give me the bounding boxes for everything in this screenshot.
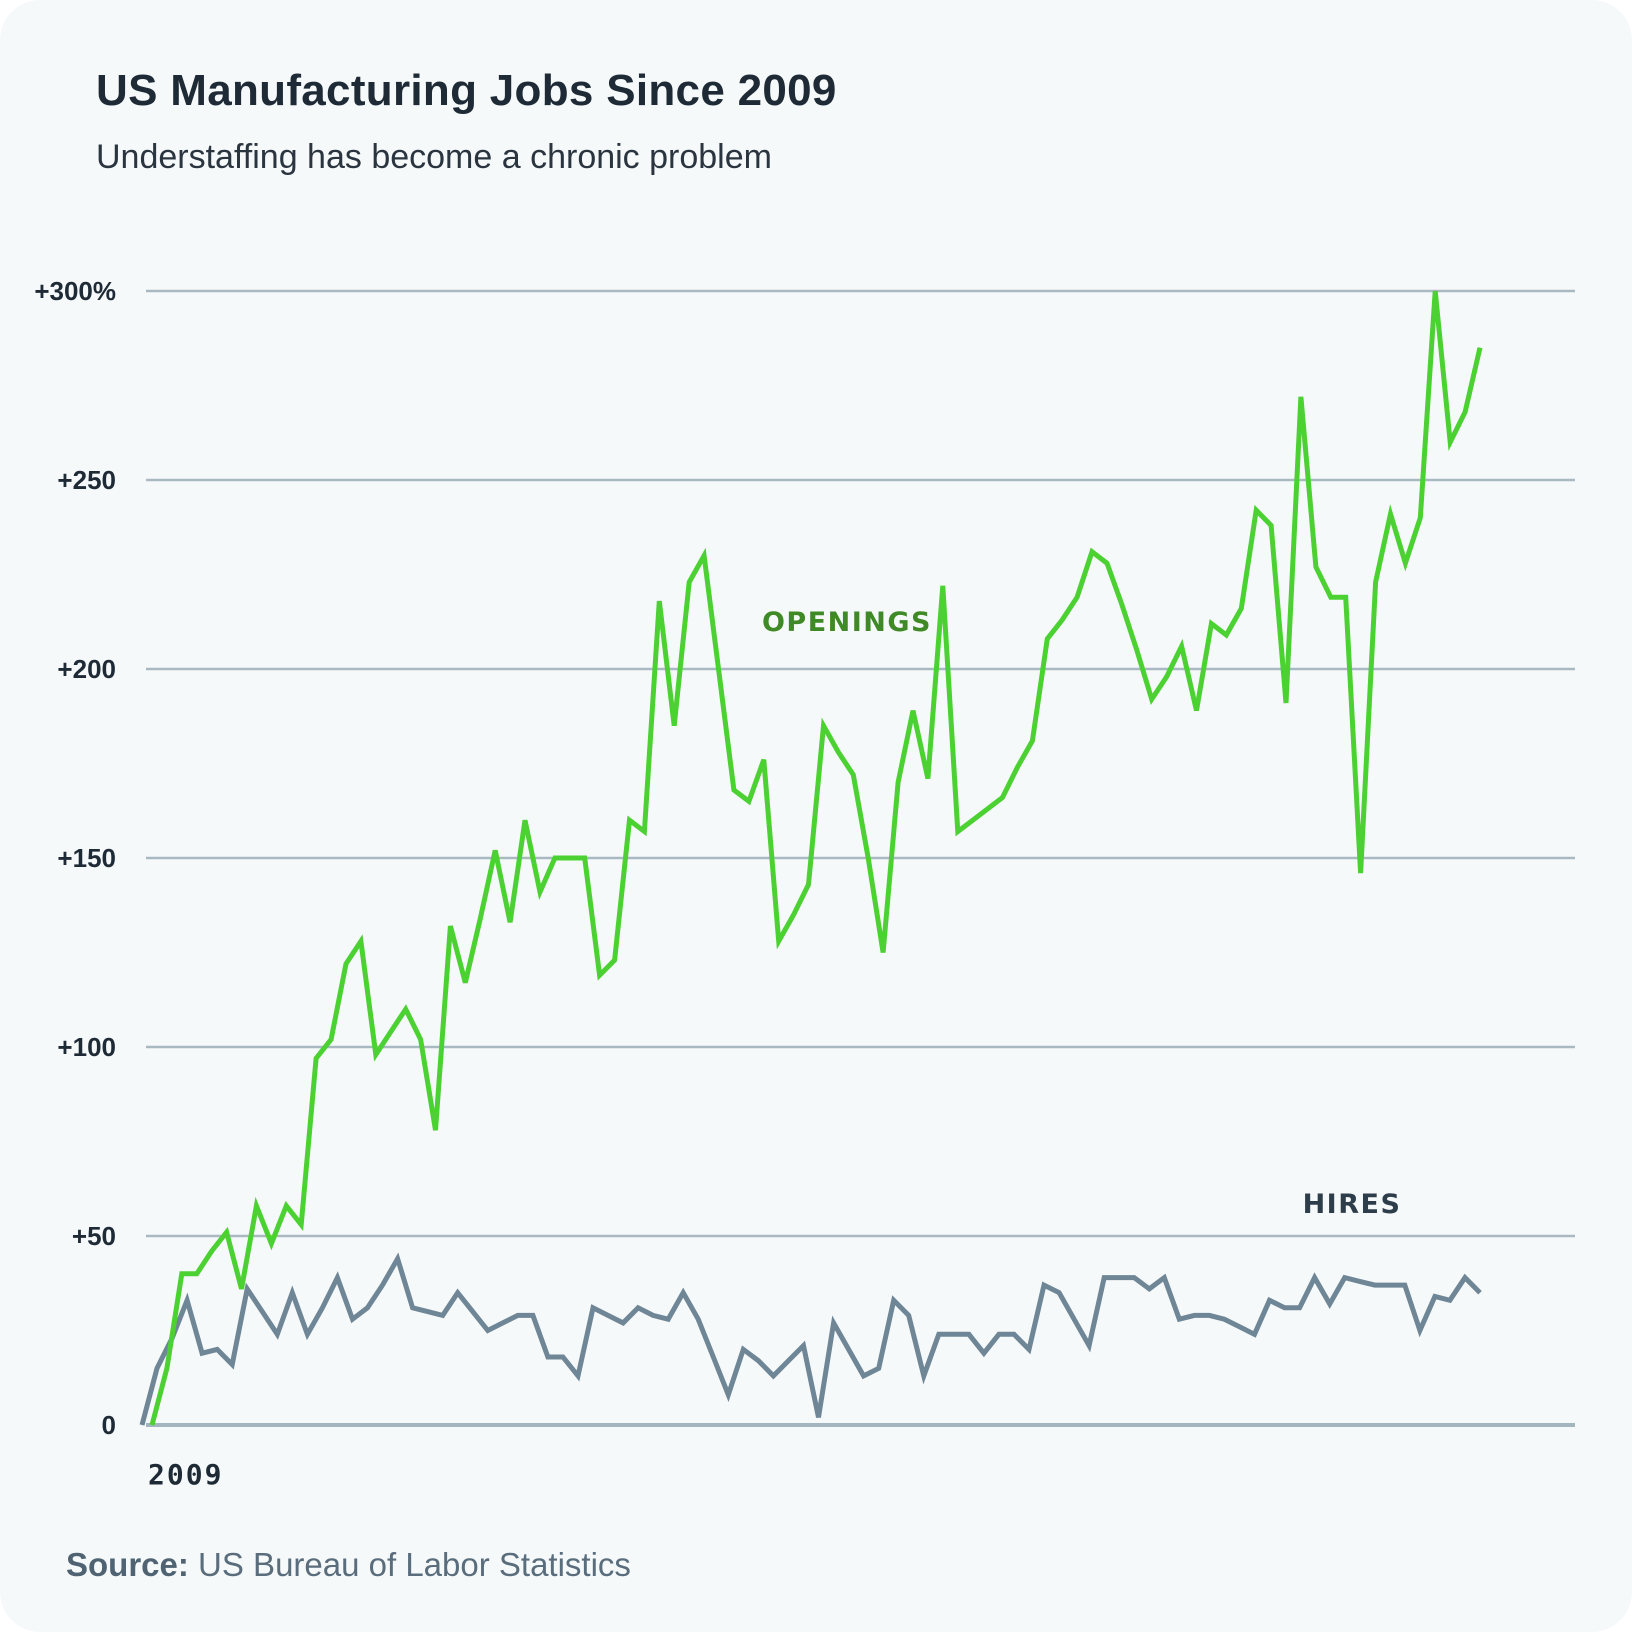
y-tick-label: +50 — [72, 1221, 116, 1251]
series-lines — [139, 290, 1483, 1426]
grid-lines — [146, 289, 1575, 1427]
y-tick-label: +100 — [57, 1032, 116, 1062]
series-label-hires: HIRES — [1303, 1189, 1402, 1220]
y-tick-label: +150 — [57, 843, 116, 873]
series-labels: OPENINGS HIRES — [762, 607, 1402, 1220]
y-axis-tick-labels: 0 +50 +100 +150 +200 +250 +300% — [34, 276, 116, 1440]
chart-title: US Manufacturing Jobs Since 2009 — [96, 66, 837, 115]
source-note: Source: US Bureau of Labor Statistics — [66, 1546, 631, 1584]
y-tick-label: +250 — [57, 465, 116, 495]
x-tick-label: 2009 — [148, 1458, 223, 1491]
series-line-openings — [149, 290, 1483, 1426]
source-label: Source: — [66, 1546, 189, 1583]
source-text: US Bureau of Labor Statistics — [188, 1546, 631, 1583]
y-tick-label: +300% — [34, 276, 116, 306]
y-tick-label: +200 — [57, 654, 116, 684]
x-axis-tick-labels: 2009 — [148, 1458, 223, 1491]
y-tick-label: 0 — [102, 1410, 116, 1440]
series-line-hires — [139, 1252, 1482, 1426]
series-label-openings: OPENINGS — [762, 607, 932, 638]
chart-subtitle: Understaffing has become a chronic probl… — [96, 138, 772, 176]
